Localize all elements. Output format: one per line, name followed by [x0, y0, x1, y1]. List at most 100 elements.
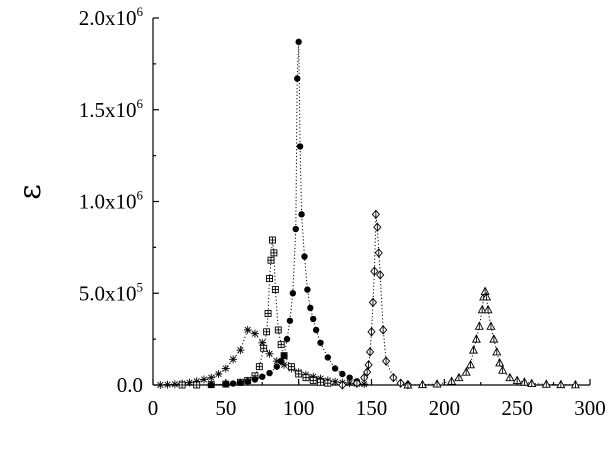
data-point	[367, 327, 376, 337]
data-point	[193, 381, 201, 389]
series-2-points	[178, 236, 332, 389]
series-line-2	[182, 239, 328, 386]
x-tick-label: 150	[356, 396, 388, 420]
data-point	[312, 326, 320, 334]
data-point	[486, 321, 496, 330]
data-point	[264, 309, 272, 317]
data-point	[389, 372, 398, 383]
x-tick-label: 50	[215, 396, 236, 420]
data-point	[170, 380, 179, 389]
data-point	[277, 341, 285, 349]
data-point	[163, 380, 172, 389]
data-point	[331, 365, 339, 372]
data-point	[208, 381, 215, 389]
data-point	[268, 236, 276, 244]
data-point	[273, 363, 281, 370]
data-point	[251, 376, 259, 383]
data-point	[260, 344, 268, 352]
series-line-4	[342, 214, 408, 386]
data-point	[271, 286, 279, 294]
data-point	[237, 379, 244, 386]
data-point	[363, 367, 372, 377]
data-point	[265, 349, 274, 358]
series-line-5	[407, 289, 576, 386]
data-point	[263, 328, 271, 336]
data-point	[289, 290, 297, 297]
data-point	[178, 381, 186, 389]
data-point	[338, 380, 347, 390]
x-tick-label: 250	[501, 396, 533, 420]
data-point	[396, 378, 405, 388]
data-point	[243, 325, 252, 334]
data-point	[229, 380, 237, 387]
data-point	[495, 358, 505, 367]
data-point	[255, 363, 263, 371]
data-point	[556, 379, 566, 389]
data-point	[280, 352, 288, 359]
data-point	[244, 378, 251, 385]
data-point	[292, 225, 299, 233]
data-point	[364, 360, 373, 370]
data-point	[403, 380, 413, 389]
data-point	[465, 359, 476, 369]
data-point	[274, 326, 282, 334]
data-point	[294, 75, 301, 82]
data-point	[339, 370, 346, 378]
x-tick-label: 200	[429, 396, 461, 420]
data-point	[379, 325, 388, 335]
data-point	[346, 374, 353, 381]
data-point	[287, 363, 295, 371]
data-point	[207, 373, 216, 382]
data-point	[266, 369, 273, 377]
data-point	[368, 297, 378, 308]
data-point	[432, 379, 442, 388]
data-point	[527, 378, 537, 387]
series-lines	[160, 41, 576, 386]
series-5-points	[403, 286, 580, 389]
data-point	[310, 315, 317, 323]
data-point	[505, 372, 515, 382]
data-point	[541, 379, 551, 388]
data-point	[489, 334, 499, 343]
data-point	[317, 339, 324, 346]
data-point	[270, 249, 278, 257]
data-point	[295, 38, 302, 46]
data-point	[295, 370, 303, 378]
series-marks	[156, 38, 580, 390]
data-point	[370, 266, 379, 276]
data-point	[474, 321, 484, 330]
data-point	[498, 365, 508, 374]
data-point	[365, 347, 375, 357]
data-point	[352, 378, 362, 388]
data-point	[222, 380, 230, 388]
data-point	[373, 222, 382, 232]
data-point	[302, 374, 310, 382]
data-point	[283, 335, 291, 343]
data-point	[259, 373, 266, 380]
data-point	[236, 346, 245, 355]
data-point	[304, 286, 311, 293]
data-point	[309, 376, 317, 384]
data-point	[156, 381, 165, 389]
data-point	[519, 377, 530, 386]
data-point	[307, 304, 314, 312]
data-point	[471, 334, 481, 343]
data-point	[371, 209, 380, 220]
data-point	[417, 379, 428, 389]
data-point	[277, 357, 285, 365]
data-point	[296, 143, 304, 150]
data-point	[512, 375, 522, 384]
x-tick-label: 300	[574, 396, 606, 420]
data-point	[199, 375, 208, 384]
x-ticks: 0 50 100 150 200 250 300	[148, 379, 606, 420]
data-point	[468, 345, 479, 354]
data-point	[477, 304, 487, 314]
data-point	[492, 347, 502, 356]
data-point	[483, 304, 493, 314]
data-point	[360, 372, 369, 383]
x-tick-label: 0	[148, 396, 159, 420]
data-point	[267, 256, 275, 264]
y-tick-label: 0.0	[117, 373, 143, 397]
data-point	[229, 355, 238, 364]
